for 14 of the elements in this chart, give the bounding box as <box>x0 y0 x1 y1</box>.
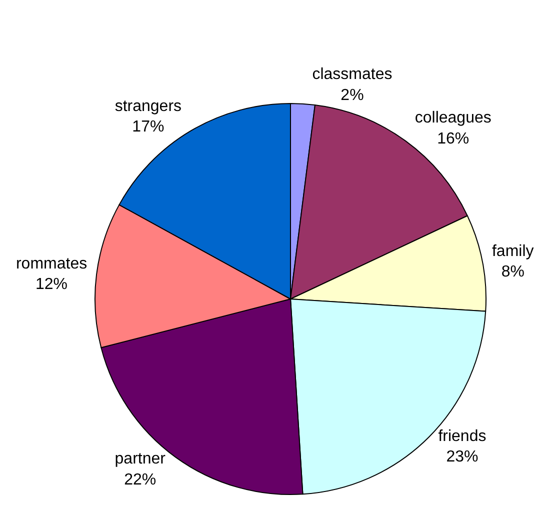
data-label: 16% <box>437 130 470 148</box>
data-label: 23% <box>446 448 478 466</box>
data-label: 2% <box>340 86 364 104</box>
slice-label: colleagues <box>414 110 492 127</box>
slice-label: family <box>492 242 534 260</box>
data-label: 8% <box>501 264 524 281</box>
slice-label: strangers <box>114 98 182 115</box>
slice-label: friends <box>438 428 486 445</box>
data-label: 12% <box>36 276 68 294</box>
slice-label: rommates <box>16 255 88 272</box>
data-label: 17% <box>132 118 164 136</box>
slice-label: partner <box>114 450 166 468</box>
slice-label: classmates <box>312 66 392 84</box>
data-label: 22% <box>124 471 156 488</box>
